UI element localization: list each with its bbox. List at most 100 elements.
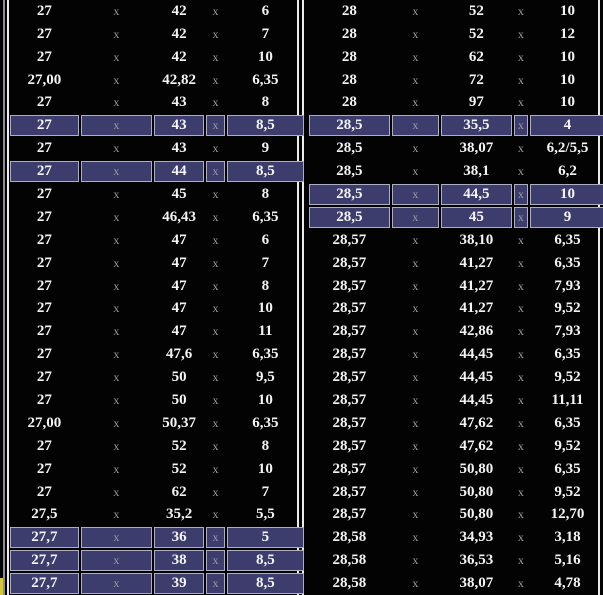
table-row[interactable]: 27 x 47 x 8: [10, 275, 296, 298]
table-row[interactable]: 28,57 x 38,10 x 6,35: [309, 229, 597, 252]
dimension-value: 10: [530, 184, 603, 205]
dimension-value: 28: [341, 25, 357, 42]
table-row[interactable]: 27 x 47 x 6: [10, 229, 296, 252]
table-row-selected[interactable]: 28,5 x 45 x 9: [309, 206, 603, 229]
dimension-value: 47: [171, 300, 187, 317]
table-row[interactable]: 27 x 43 x 9: [10, 137, 296, 160]
table-row[interactable]: 27 x 50 x 9,5: [10, 366, 296, 389]
table-row[interactable]: 28,57 x 41,27 x 6,35: [309, 252, 597, 275]
dimension-value: 27: [36, 140, 52, 157]
multiply-separator: x: [113, 370, 120, 385]
table-row[interactable]: 28,57 x 50,80 x 6,35: [309, 458, 597, 481]
table-row[interactable]: 27 x 47 x 7: [10, 252, 296, 275]
multiply-separator: x: [113, 324, 120, 339]
dimension-value: 6,2/5,5: [546, 140, 589, 157]
table-row-selected[interactable]: 27,7 x 36 x 5: [10, 526, 304, 549]
table-row[interactable]: 27,00 x 42,82 x 6,35: [10, 69, 296, 92]
table-row[interactable]: 28 x 72 x 10: [309, 69, 597, 92]
table-row[interactable]: 27,00 x 50,37 x 6,35: [10, 412, 296, 435]
table-row-selected[interactable]: 27 x 44 x 8,5: [10, 160, 304, 183]
table-row[interactable]: 28,57 x 47,62 x 6,35: [309, 412, 597, 435]
table-row[interactable]: 28 x 62 x 10: [309, 46, 597, 69]
dimension-value: 27: [36, 48, 52, 65]
table-row[interactable]: 28 x 52 x 12: [309, 23, 597, 46]
table-row[interactable]: 28,57 x 42,86 x 7,93: [309, 320, 597, 343]
table-row[interactable]: 27 x 43 x 8: [10, 92, 296, 115]
dimension-value: 27: [36, 25, 52, 42]
table-row[interactable]: 27,5 x 35,2 x 5,5: [10, 503, 296, 526]
table-row[interactable]: 28,58 x 38,07 x 4,78: [309, 572, 597, 595]
table-row[interactable]: 28,57 x 44,45 x 11,11: [309, 389, 597, 412]
dimension-value: 44,45: [459, 346, 494, 363]
dimension-value: 7: [261, 25, 270, 42]
table-row[interactable]: 27 x 50 x 10: [10, 389, 296, 412]
table-row[interactable]: 28,57 x 41,27 x 7,93: [309, 275, 597, 298]
multiply-separator: x: [517, 392, 524, 407]
table-row-selected[interactable]: 27 x 43 x 8,5: [10, 114, 304, 137]
table-row[interactable]: 27 x 46,43 x 6,35: [10, 206, 296, 229]
multiply-separator: x: [412, 438, 419, 453]
table-row[interactable]: 28,57 x 41,27 x 9,52: [309, 297, 597, 320]
table-row[interactable]: 28,57 x 44,45 x 9,52: [309, 366, 597, 389]
dimension-value: 28,5: [336, 140, 363, 157]
multiply-separator: x: [517, 415, 524, 430]
dimension-value: 41,27: [459, 277, 494, 294]
left-border-line-inner: [7, 0, 9, 595]
table-row[interactable]: 27 x 62 x 7: [10, 481, 296, 504]
dimension-value: 38: [154, 550, 205, 572]
table-row-selected[interactable]: 27,7 x 39 x 8,5: [10, 572, 304, 595]
dimension-table-right: 28 x 52 x 10 28 x 52 x 12 28 x 62 x 10 28 x 72 x 10 28 x 97 x 10…: [309, 0, 603, 595]
table-row[interactable]: 28,5 x 38,07 x 6,2/5,5: [309, 137, 597, 160]
multiply-separator: x: [80, 161, 153, 183]
multiply-separator: x: [212, 301, 219, 316]
dimension-value: 62: [171, 483, 187, 500]
table-row[interactable]: 27 x 52 x 8: [10, 435, 296, 458]
multiply-separator: x: [212, 209, 219, 224]
table-row[interactable]: 27 x 42 x 10: [10, 46, 296, 69]
dimension-value: 6,35: [252, 208, 279, 225]
table-row[interactable]: 28,57 x 47,62 x 9,52: [309, 435, 597, 458]
dimension-value: 47,62: [459, 437, 494, 454]
dimension-value: 27: [10, 115, 79, 137]
table-row[interactable]: 28,57 x 50,80 x 12,70: [309, 503, 597, 526]
table-row-selected[interactable]: 27,7 x 38 x 8,5: [10, 549, 304, 572]
table-row[interactable]: 28,5 x 38,1 x 6,2: [309, 160, 597, 183]
table-row-selected[interactable]: 28,5 x 35,5 x 4: [309, 114, 603, 137]
table-row-selected[interactable]: 28,5 x 44,5 x 10: [309, 183, 603, 206]
dimension-value: 28,5: [309, 184, 390, 205]
dimension-value: 28,58: [332, 575, 367, 592]
multiply-separator: x: [412, 553, 419, 568]
table-row[interactable]: 27 x 42 x 6: [10, 0, 296, 23]
dimension-value: 27,00: [27, 414, 62, 431]
multiply-separator: x: [391, 206, 440, 228]
table-row[interactable]: 27 x 47 x 10: [10, 297, 296, 320]
dimension-value: 27: [36, 300, 52, 317]
table-row[interactable]: 27 x 47,6 x 6,35: [10, 343, 296, 366]
multiply-separator: x: [212, 392, 219, 407]
table-row[interactable]: 28 x 52 x 10: [309, 0, 597, 23]
table-row[interactable]: 27 x 52 x 10: [10, 458, 296, 481]
dimension-value: 72: [468, 71, 484, 88]
table-row[interactable]: 28,58 x 34,93 x 3,18: [309, 526, 597, 549]
multiply-separator: x: [113, 141, 120, 156]
table-row[interactable]: 27 x 47 x 11: [10, 320, 296, 343]
table-row[interactable]: 28,58 x 36,53 x 5,16: [309, 549, 597, 572]
dimension-value: 97: [468, 94, 484, 111]
table-row[interactable]: 28 x 97 x 10: [309, 92, 597, 115]
table-row[interactable]: 27 x 42 x 7: [10, 23, 296, 46]
multiply-separator: x: [517, 26, 524, 41]
multiply-separator: x: [113, 187, 120, 201]
multiply-separator: x: [113, 484, 120, 499]
dimension-value: 50,80: [459, 506, 494, 523]
dimension-value: 47: [171, 254, 187, 271]
dimension-value: 27,5: [31, 506, 58, 523]
table-row[interactable]: 28,57 x 44,45 x 6,35: [309, 343, 597, 366]
dimension-value: 50,80: [459, 483, 494, 500]
dimension-value: 4,78: [554, 575, 581, 592]
multiply-separator: x: [412, 347, 419, 362]
multiply-separator: x: [212, 415, 219, 430]
table-row[interactable]: 27 x 45 x 8: [10, 183, 296, 206]
table-row[interactable]: 28,57 x 50,80 x 9,52: [309, 481, 597, 504]
corner-accent: [0, 578, 3, 595]
